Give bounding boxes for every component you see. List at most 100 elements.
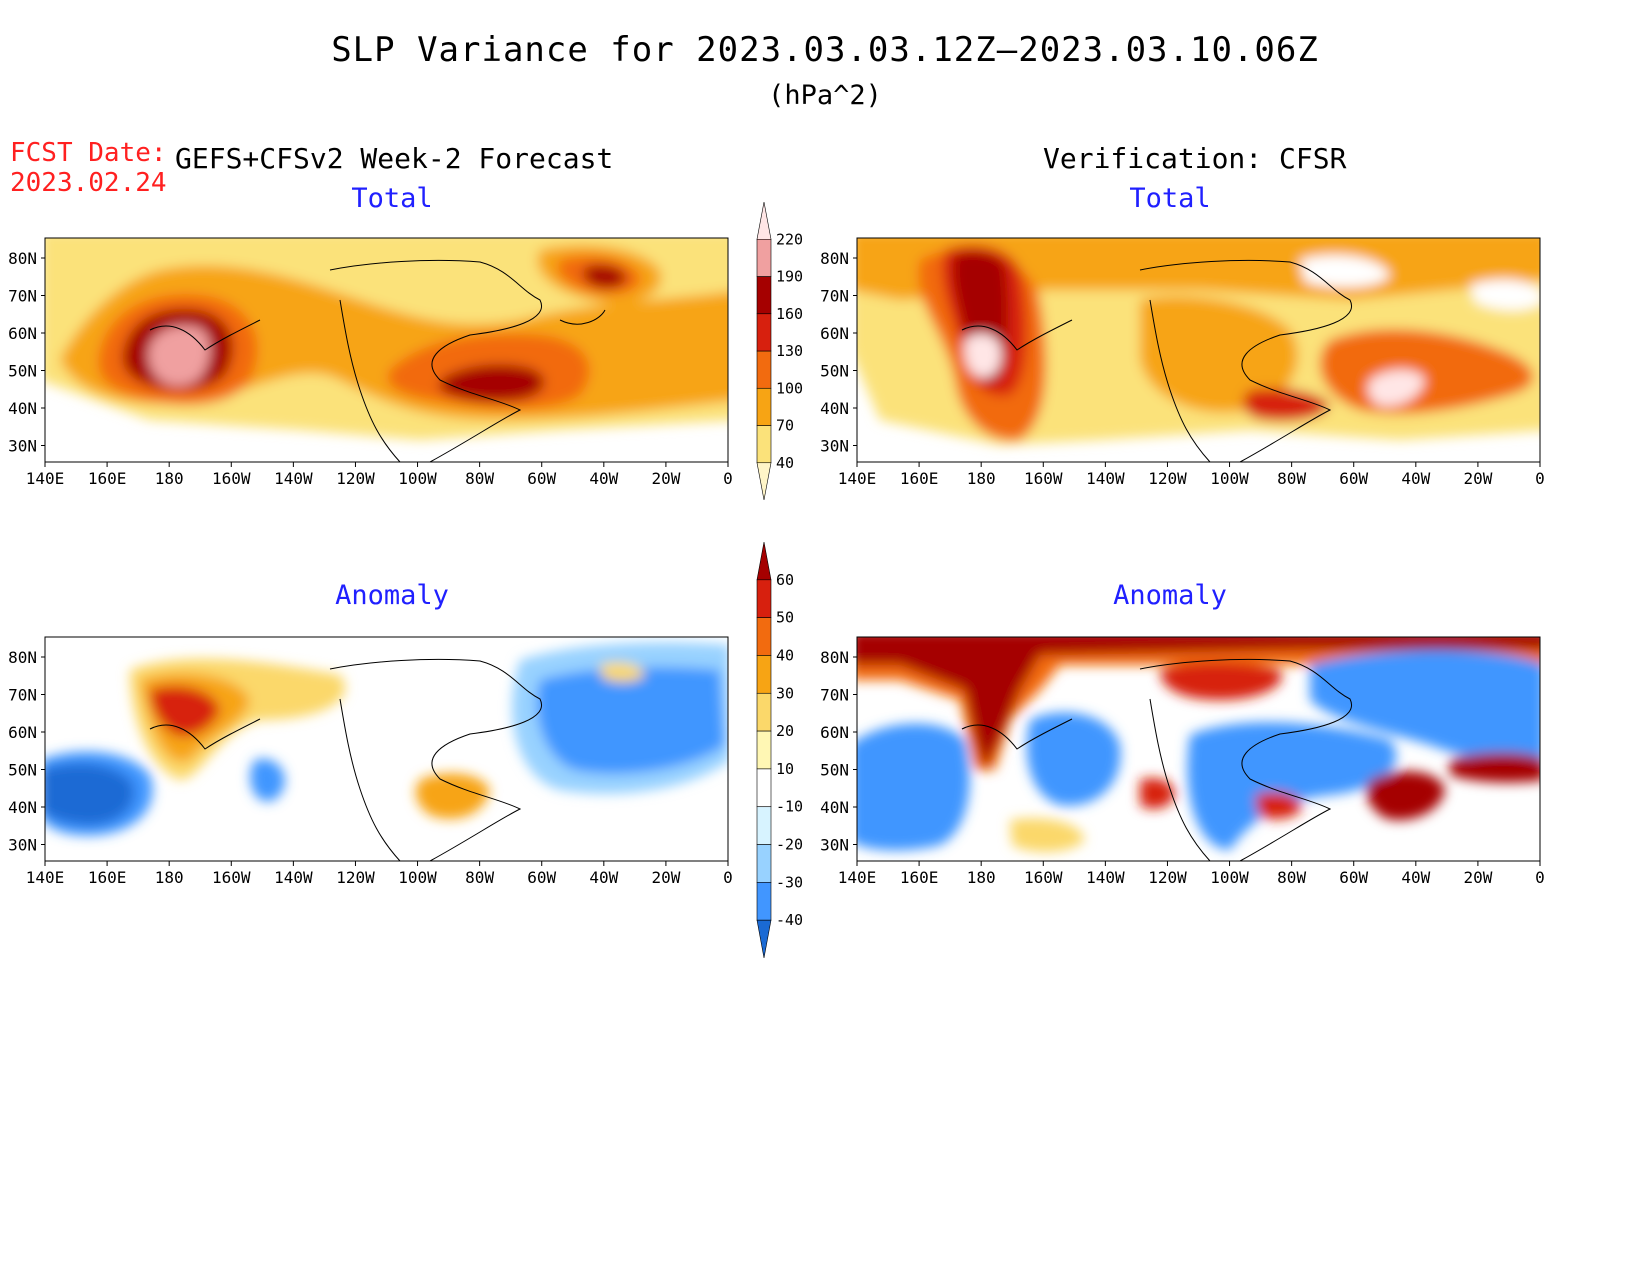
verification-total-frame xyxy=(856,237,1541,463)
colorbar-label: 20 xyxy=(776,722,794,740)
lon-label: 180 xyxy=(155,469,184,488)
lon-label: 0 xyxy=(723,469,733,488)
lon-label: 180 xyxy=(967,868,996,887)
colorbar-swatch xyxy=(756,541,772,581)
lat-label: 50N xyxy=(820,362,849,381)
forecast-total-frame xyxy=(44,237,729,463)
colorbar-swatch xyxy=(756,844,772,883)
coastlines xyxy=(149,259,1353,862)
colorbar-swatch xyxy=(756,387,772,426)
lon-label: 160E xyxy=(900,868,939,887)
lon-label: 160E xyxy=(88,469,127,488)
verification-anomaly-frame xyxy=(856,636,1541,862)
lat-label: 70N xyxy=(820,287,849,306)
lon-label: 160W xyxy=(1024,868,1063,887)
forecast-date-block: FCST Date: 2023.02.24 xyxy=(10,138,167,198)
colorbar-swatch xyxy=(756,919,772,959)
lon-label: 120W xyxy=(336,469,375,488)
panel-title-verification-total: Total xyxy=(1129,183,1211,214)
colorbar-swatch xyxy=(756,617,772,656)
colorbar-swatch xyxy=(756,579,772,618)
colorbar-label: 10 xyxy=(776,760,794,778)
anomaly-colorbar: 60 50 40 30 20 10 -10 -20 -30 -40 xyxy=(756,541,803,959)
lon-label: 160E xyxy=(88,868,127,887)
lon-label: 100W xyxy=(398,868,437,887)
lon-label: 20W xyxy=(651,469,680,488)
colorbar-label: -20 xyxy=(776,836,803,854)
lon-label: 0 xyxy=(1535,868,1545,887)
verification-total-field xyxy=(857,238,1540,462)
colorbar-swatch xyxy=(756,201,772,240)
lon-label: 100W xyxy=(1210,469,1249,488)
map-axis-labels: 80N 70N 60N 50N 40N 30N 140E 160E 180 160W 140W 120… xyxy=(8,249,1545,887)
lon-label: 40W xyxy=(589,469,618,488)
colorbar-swatch xyxy=(756,276,772,315)
lon-label: 160W xyxy=(212,868,251,887)
lon-label: 20W xyxy=(1463,469,1492,488)
lon-label: 180 xyxy=(967,469,996,488)
lat-label: 70N xyxy=(820,686,849,705)
lon-label: 140W xyxy=(1086,868,1125,887)
lon-label: 140E xyxy=(26,868,65,887)
colorbar-label: 220 xyxy=(776,230,803,248)
lon-label: 100W xyxy=(1210,868,1249,887)
lat-label: 70N xyxy=(8,287,37,306)
colorbar-label: 160 xyxy=(776,305,803,323)
forecast-date-label: FCST Date: xyxy=(10,138,167,168)
lon-label: 60W xyxy=(527,469,556,488)
colorbar-swatch xyxy=(756,692,772,732)
lat-label: 50N xyxy=(8,761,37,780)
colorbar-swatch xyxy=(756,655,772,694)
lat-label: 40N xyxy=(820,399,849,418)
colorbar-swatch xyxy=(756,882,772,921)
colorbar-label: 40 xyxy=(776,646,794,664)
lon-label: 40W xyxy=(1401,868,1430,887)
lon-label: 60W xyxy=(527,868,556,887)
lon-label: 40W xyxy=(1401,469,1430,488)
colorbar-swatch xyxy=(756,350,772,389)
lat-label: 50N xyxy=(820,761,849,780)
forecast-anomaly-field xyxy=(45,637,728,861)
lat-label: 40N xyxy=(8,798,37,817)
lat-label: 50N xyxy=(8,362,37,381)
lon-label: 60W xyxy=(1339,868,1368,887)
figure-title: SLP Variance for 2023.03.03.12Z—2023.03.… xyxy=(331,30,1319,70)
colorbar-swatch xyxy=(756,730,772,770)
lon-label: 0 xyxy=(1535,469,1545,488)
lat-label: 80N xyxy=(820,249,849,268)
colorbar-swatch xyxy=(756,238,772,277)
lon-label: 80W xyxy=(1277,469,1306,488)
lon-label: 140E xyxy=(838,868,877,887)
lat-label: 60N xyxy=(8,723,37,742)
lon-label: 120W xyxy=(1148,868,1187,887)
lon-label: 100W xyxy=(398,469,437,488)
lat-label: 60N xyxy=(820,723,849,742)
lon-label: 40W xyxy=(589,868,618,887)
panel-title-forecast-anomaly: Anomaly xyxy=(335,580,449,611)
lat-label: 60N xyxy=(820,324,849,343)
colorbar-swatch xyxy=(756,806,772,845)
verification-header: Verification: CFSR xyxy=(1043,142,1347,175)
lon-label: 180 xyxy=(155,868,184,887)
colorbar-label: 50 xyxy=(776,609,794,627)
lon-label: 160W xyxy=(212,469,251,488)
lon-label: 140W xyxy=(1086,469,1125,488)
lat-label: 30N xyxy=(820,836,849,855)
lon-label: 80W xyxy=(1277,868,1306,887)
forecast-header: GEFS+CFSv2 Week-2 Forecast xyxy=(175,142,614,175)
lat-label: 40N xyxy=(8,399,37,418)
lat-label: 30N xyxy=(820,437,849,456)
forecast-anomaly-frame xyxy=(44,636,729,862)
colorbar-label: 40 xyxy=(776,454,794,472)
lat-label: 30N xyxy=(8,836,37,855)
colorbar-swatch xyxy=(756,425,772,464)
lon-label: 140W xyxy=(274,868,313,887)
lon-label: 140E xyxy=(838,469,877,488)
colorbar-label: 60 xyxy=(776,571,794,589)
lon-label: 120W xyxy=(336,868,375,887)
colorbar-label: 70 xyxy=(776,417,794,435)
panel-title-verification-anomaly: Anomaly xyxy=(1113,580,1227,611)
colorbar-swatch xyxy=(756,313,772,352)
total-colorbar: 40 70 100 130 160 190 220 xyxy=(756,201,803,501)
colorbar-label: -30 xyxy=(776,873,803,891)
